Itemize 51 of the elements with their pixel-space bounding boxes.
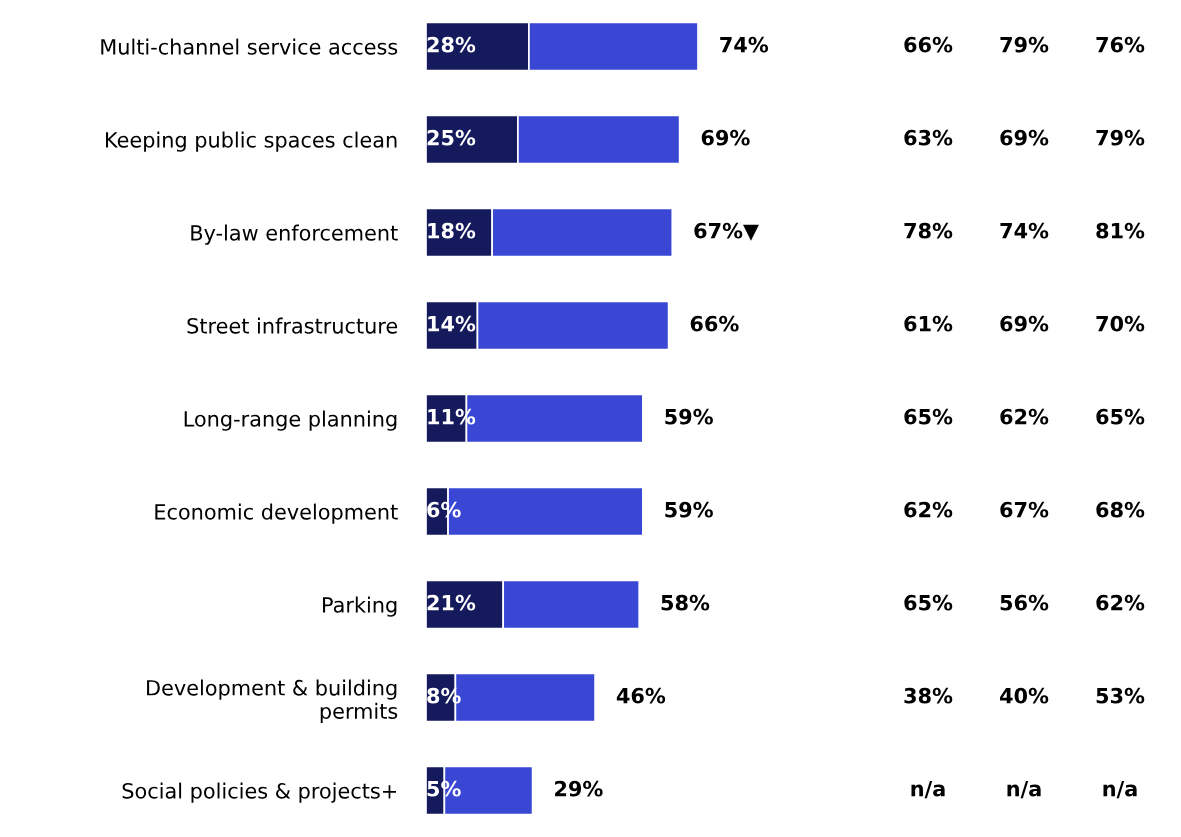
- text: 65%: [904, 594, 953, 611]
- text: 65%: [904, 408, 953, 425]
- text: 79%: [1000, 36, 1049, 53]
- text: 69%: [1000, 129, 1049, 146]
- text: 78%: [904, 222, 953, 239]
- y-tick-label: Keeping public spaces clean: [106, 131, 397, 152]
- text: 76%: [1096, 36, 1145, 53]
- total-label: 58%: [661, 594, 710, 611]
- text: 74%: [1000, 222, 1049, 239]
- data-label: 5%: [427, 780, 461, 797]
- total-label: 59%: [665, 501, 713, 518]
- text: 63%: [904, 129, 953, 146]
- data-label: 14%: [428, 315, 476, 332]
- text: 40%: [1000, 687, 1049, 704]
- total-label: 29%: [555, 780, 603, 797]
- text: 62%: [1096, 594, 1145, 611]
- data-label: 25%: [427, 129, 476, 146]
- total-label: 67%▼: [694, 222, 759, 241]
- text: n/a: [911, 781, 945, 799]
- total-label: 69%: [701, 129, 750, 146]
- text: 38%: [904, 687, 953, 704]
- text: n/a: [1103, 781, 1137, 799]
- text: 66%: [904, 36, 953, 53]
- text: 79%: [1096, 129, 1145, 146]
- text: 62%: [1000, 408, 1049, 425]
- y-tick-label: Social policies & projects+: [122, 782, 397, 803]
- y-tick-label: Parking: [323, 596, 397, 617]
- text: 65%: [1096, 408, 1145, 425]
- data-label: 18%: [428, 222, 476, 239]
- total-label: 59%: [665, 408, 713, 425]
- text: 62%: [904, 501, 953, 518]
- total-label: 46%: [616, 687, 666, 704]
- y-tick-label: Street infrastructure: [187, 317, 398, 334]
- text: 53%: [1096, 687, 1145, 704]
- data-label: 21%: [427, 594, 476, 611]
- y-tick-label: Development & building permits: [147, 679, 398, 723]
- text: 68%: [1096, 501, 1145, 518]
- text: 56%: [1000, 594, 1049, 611]
- text: n/a: [1007, 781, 1041, 799]
- y-tick-label: Economic development: [155, 503, 398, 524]
- data-label: 28%: [427, 36, 476, 53]
- text: 67%: [1000, 501, 1049, 518]
- text: 61%: [904, 315, 953, 332]
- text: 70%: [1096, 315, 1145, 332]
- text: 81%: [1096, 222, 1145, 239]
- total-label: 74%: [720, 36, 769, 53]
- y-tick-label: By-law enforcement: [191, 224, 398, 245]
- y-tick-label: Multi-channel service access: [101, 38, 398, 55]
- y-tick-label: Long-range planning: [184, 410, 397, 431]
- text: 69%: [1000, 315, 1049, 332]
- total-label: 66%: [690, 315, 739, 332]
